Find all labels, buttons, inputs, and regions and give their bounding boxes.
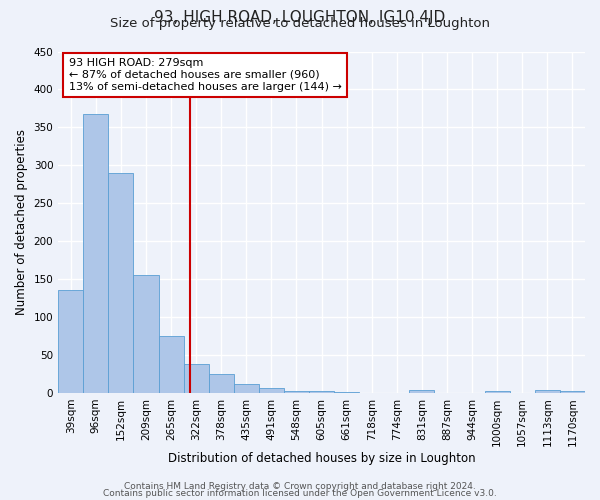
Bar xyxy=(184,364,209,393)
Bar xyxy=(209,374,234,393)
Bar xyxy=(234,384,259,393)
Bar xyxy=(158,336,184,393)
Bar xyxy=(58,290,83,393)
Bar xyxy=(409,390,434,393)
Bar xyxy=(560,390,585,393)
Text: Contains public sector information licensed under the Open Government Licence v3: Contains public sector information licen… xyxy=(103,489,497,498)
Bar xyxy=(485,390,510,393)
Bar xyxy=(535,390,560,393)
Bar xyxy=(109,173,133,393)
Bar xyxy=(334,392,359,393)
X-axis label: Distribution of detached houses by size in Loughton: Distribution of detached houses by size … xyxy=(168,452,475,465)
Bar xyxy=(284,390,309,393)
Y-axis label: Number of detached properties: Number of detached properties xyxy=(15,129,28,315)
Bar xyxy=(309,392,334,393)
Bar xyxy=(259,388,284,393)
Text: Contains HM Land Registry data © Crown copyright and database right 2024.: Contains HM Land Registry data © Crown c… xyxy=(124,482,476,491)
Text: Size of property relative to detached houses in Loughton: Size of property relative to detached ho… xyxy=(110,18,490,30)
Text: 93 HIGH ROAD: 279sqm
← 87% of detached houses are smaller (960)
13% of semi-deta: 93 HIGH ROAD: 279sqm ← 87% of detached h… xyxy=(69,58,341,92)
Text: 93, HIGH ROAD, LOUGHTON, IG10 4JD: 93, HIGH ROAD, LOUGHTON, IG10 4JD xyxy=(154,10,446,25)
Bar xyxy=(83,114,109,393)
Bar xyxy=(133,274,158,393)
